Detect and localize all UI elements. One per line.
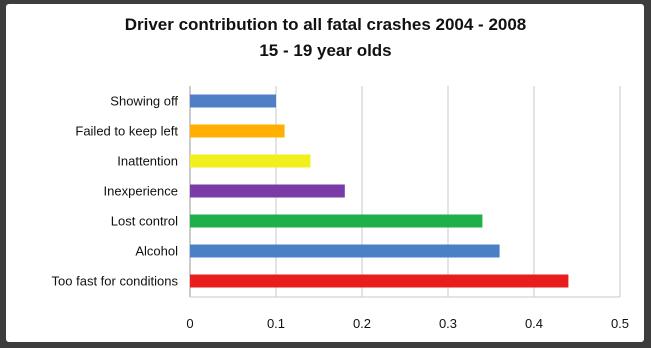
- bar-alcohol: [190, 244, 500, 258]
- x-tick-label: 0.1: [267, 316, 285, 331]
- chart-subtitle: 15 - 19 year olds: [259, 41, 392, 60]
- bar-failed-to-keep-left: [190, 124, 285, 138]
- category-label: Alcohol: [135, 244, 178, 259]
- x-tick-label: 0.4: [525, 316, 543, 331]
- category-labels: Showing off Failed to keep left Inattentio…: [52, 94, 179, 289]
- category-label: Failed to keep left: [75, 124, 178, 139]
- bar-inattention: [190, 154, 311, 168]
- x-tick-label: 0.5: [611, 316, 629, 331]
- category-label: Too fast for conditions: [52, 274, 179, 289]
- category-label: Lost control: [111, 214, 178, 229]
- bar-lost-control: [190, 214, 483, 228]
- bars: [190, 94, 569, 288]
- chart-title: Driver contribution to all fatal crashes…: [124, 15, 527, 34]
- category-label: Inexperience: [104, 184, 178, 199]
- bar-inexperience: [190, 184, 345, 198]
- x-tick-labels: 0 0.1 0.2 0.3 0.4 0.5: [186, 316, 629, 331]
- x-tick-label: 0.3: [439, 316, 457, 331]
- bar-too-fast-for-conditions: [190, 274, 569, 288]
- x-tick-label: 0: [186, 316, 193, 331]
- x-tick-label: 0.2: [353, 316, 371, 331]
- bar-showing-off: [190, 94, 276, 108]
- category-label: Showing off: [110, 94, 178, 109]
- category-label: Inattention: [117, 154, 178, 169]
